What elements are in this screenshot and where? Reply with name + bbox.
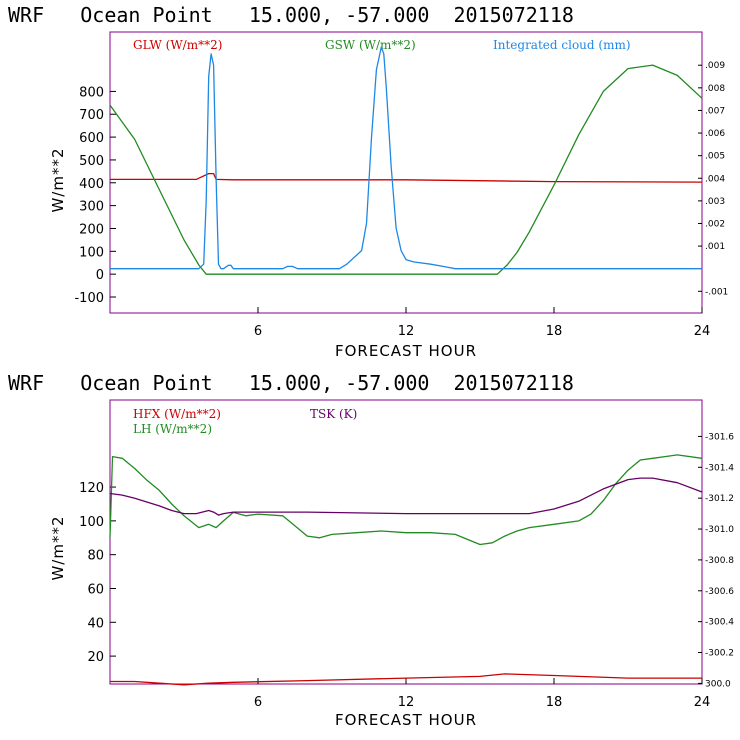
series-line-tsk [109, 477, 703, 516]
plot-frame-1 [109, 31, 703, 314]
x-axis-label-2: FORECAST HOUR [335, 711, 477, 729]
y2-tick-label: -.001 [705, 287, 728, 297]
chart-panel-1: WRF Ocean Point 15.000, -57.000 20150721… [8, 3, 728, 360]
y2-tick-label: -301.6 [705, 432, 734, 442]
y2-tick-label: -301.0 [705, 525, 734, 535]
series-line-gsw [109, 64, 703, 275]
y-tick-label: 100 [79, 245, 104, 260]
y2-tick-label: .006 [705, 129, 725, 139]
y-tick-label: 40 [87, 616, 104, 631]
x-tick-label: 12 [398, 695, 415, 710]
y2-tick-label: -301.2 [705, 494, 734, 504]
series-line-hfx [110, 673, 702, 686]
y2-tick-label: .001 [705, 242, 725, 252]
legend-hfx: HFX (W/m**2) [133, 407, 221, 421]
y-tick-label: 800 [79, 85, 104, 100]
y2-tick-label: .004 [705, 174, 725, 184]
y2-tick-label: .005 [705, 152, 725, 162]
y-tick-label: 100 [79, 515, 104, 530]
y-tick-label: 700 [79, 108, 104, 123]
y2-tick-label: -300.8 [705, 556, 734, 566]
legend-lh: LH (W/m**2) [133, 422, 212, 436]
series-line-integrated [110, 46, 702, 270]
x-tick-label: 12 [398, 324, 415, 339]
y-tick-label: 600 [79, 131, 104, 146]
y2-tick-label: .007 [705, 106, 725, 116]
y-tick-label: -100 [74, 291, 104, 306]
chart-panel-2: WRF Ocean Point 15.000, -57.000 20150721… [8, 371, 734, 729]
chart-title-2: WRF Ocean Point 15.000, -57.000 20150721… [8, 371, 574, 395]
y2-tick-label: .002 [705, 219, 725, 229]
x-tick-label: 6 [254, 324, 262, 339]
legend-gsw: GSW (W/m**2) [325, 38, 416, 52]
y-axis-label-1: W/m**2 [49, 147, 67, 212]
y2-tick-label: 300.0 [705, 679, 731, 689]
y-tick-label: 120 [79, 481, 104, 496]
y-tick-label: 20 [87, 650, 104, 665]
y-tick-label: 200 [79, 222, 104, 237]
x-tick-label: 24 [694, 324, 711, 339]
chart-title-1: WRF Ocean Point 15.000, -57.000 20150721… [8, 3, 574, 27]
y-tick-label: 400 [79, 177, 104, 192]
series-line-lh [109, 454, 703, 546]
y-axis-label-2: W/m**2 [49, 515, 67, 580]
y-tick-label: 0 [96, 268, 104, 283]
y2-tick-label: -300.6 [705, 587, 734, 597]
y-tick-label: 60 [87, 582, 104, 597]
x-tick-label: 6 [254, 695, 262, 710]
x-tick-label: 18 [546, 324, 563, 339]
y2-tick-label: .008 [705, 84, 725, 94]
legend-glw: GLW (W/m**2) [133, 38, 222, 52]
x-tick-label: 18 [546, 695, 563, 710]
y2-tick-label: .009 [705, 61, 725, 71]
y-tick-label: 300 [79, 200, 104, 215]
legend-integrated-cloud: Integrated cloud (mm) [493, 38, 631, 52]
y2-tick-label: -300.2 [705, 649, 734, 659]
x-tick-label: 24 [694, 695, 711, 710]
legend-tsk: TSK (K) [310, 407, 357, 421]
y2-tick-label: -301.4 [705, 463, 734, 473]
y2-tick-label: .003 [705, 197, 725, 207]
y-tick-label: 500 [79, 154, 104, 169]
plot-frame-2 [109, 399, 703, 685]
y-tick-label: 80 [87, 549, 104, 564]
x-axis-label-1: FORECAST HOUR [335, 342, 477, 360]
series-line-glw [110, 172, 703, 183]
y2-tick-label: -300.4 [705, 618, 734, 628]
